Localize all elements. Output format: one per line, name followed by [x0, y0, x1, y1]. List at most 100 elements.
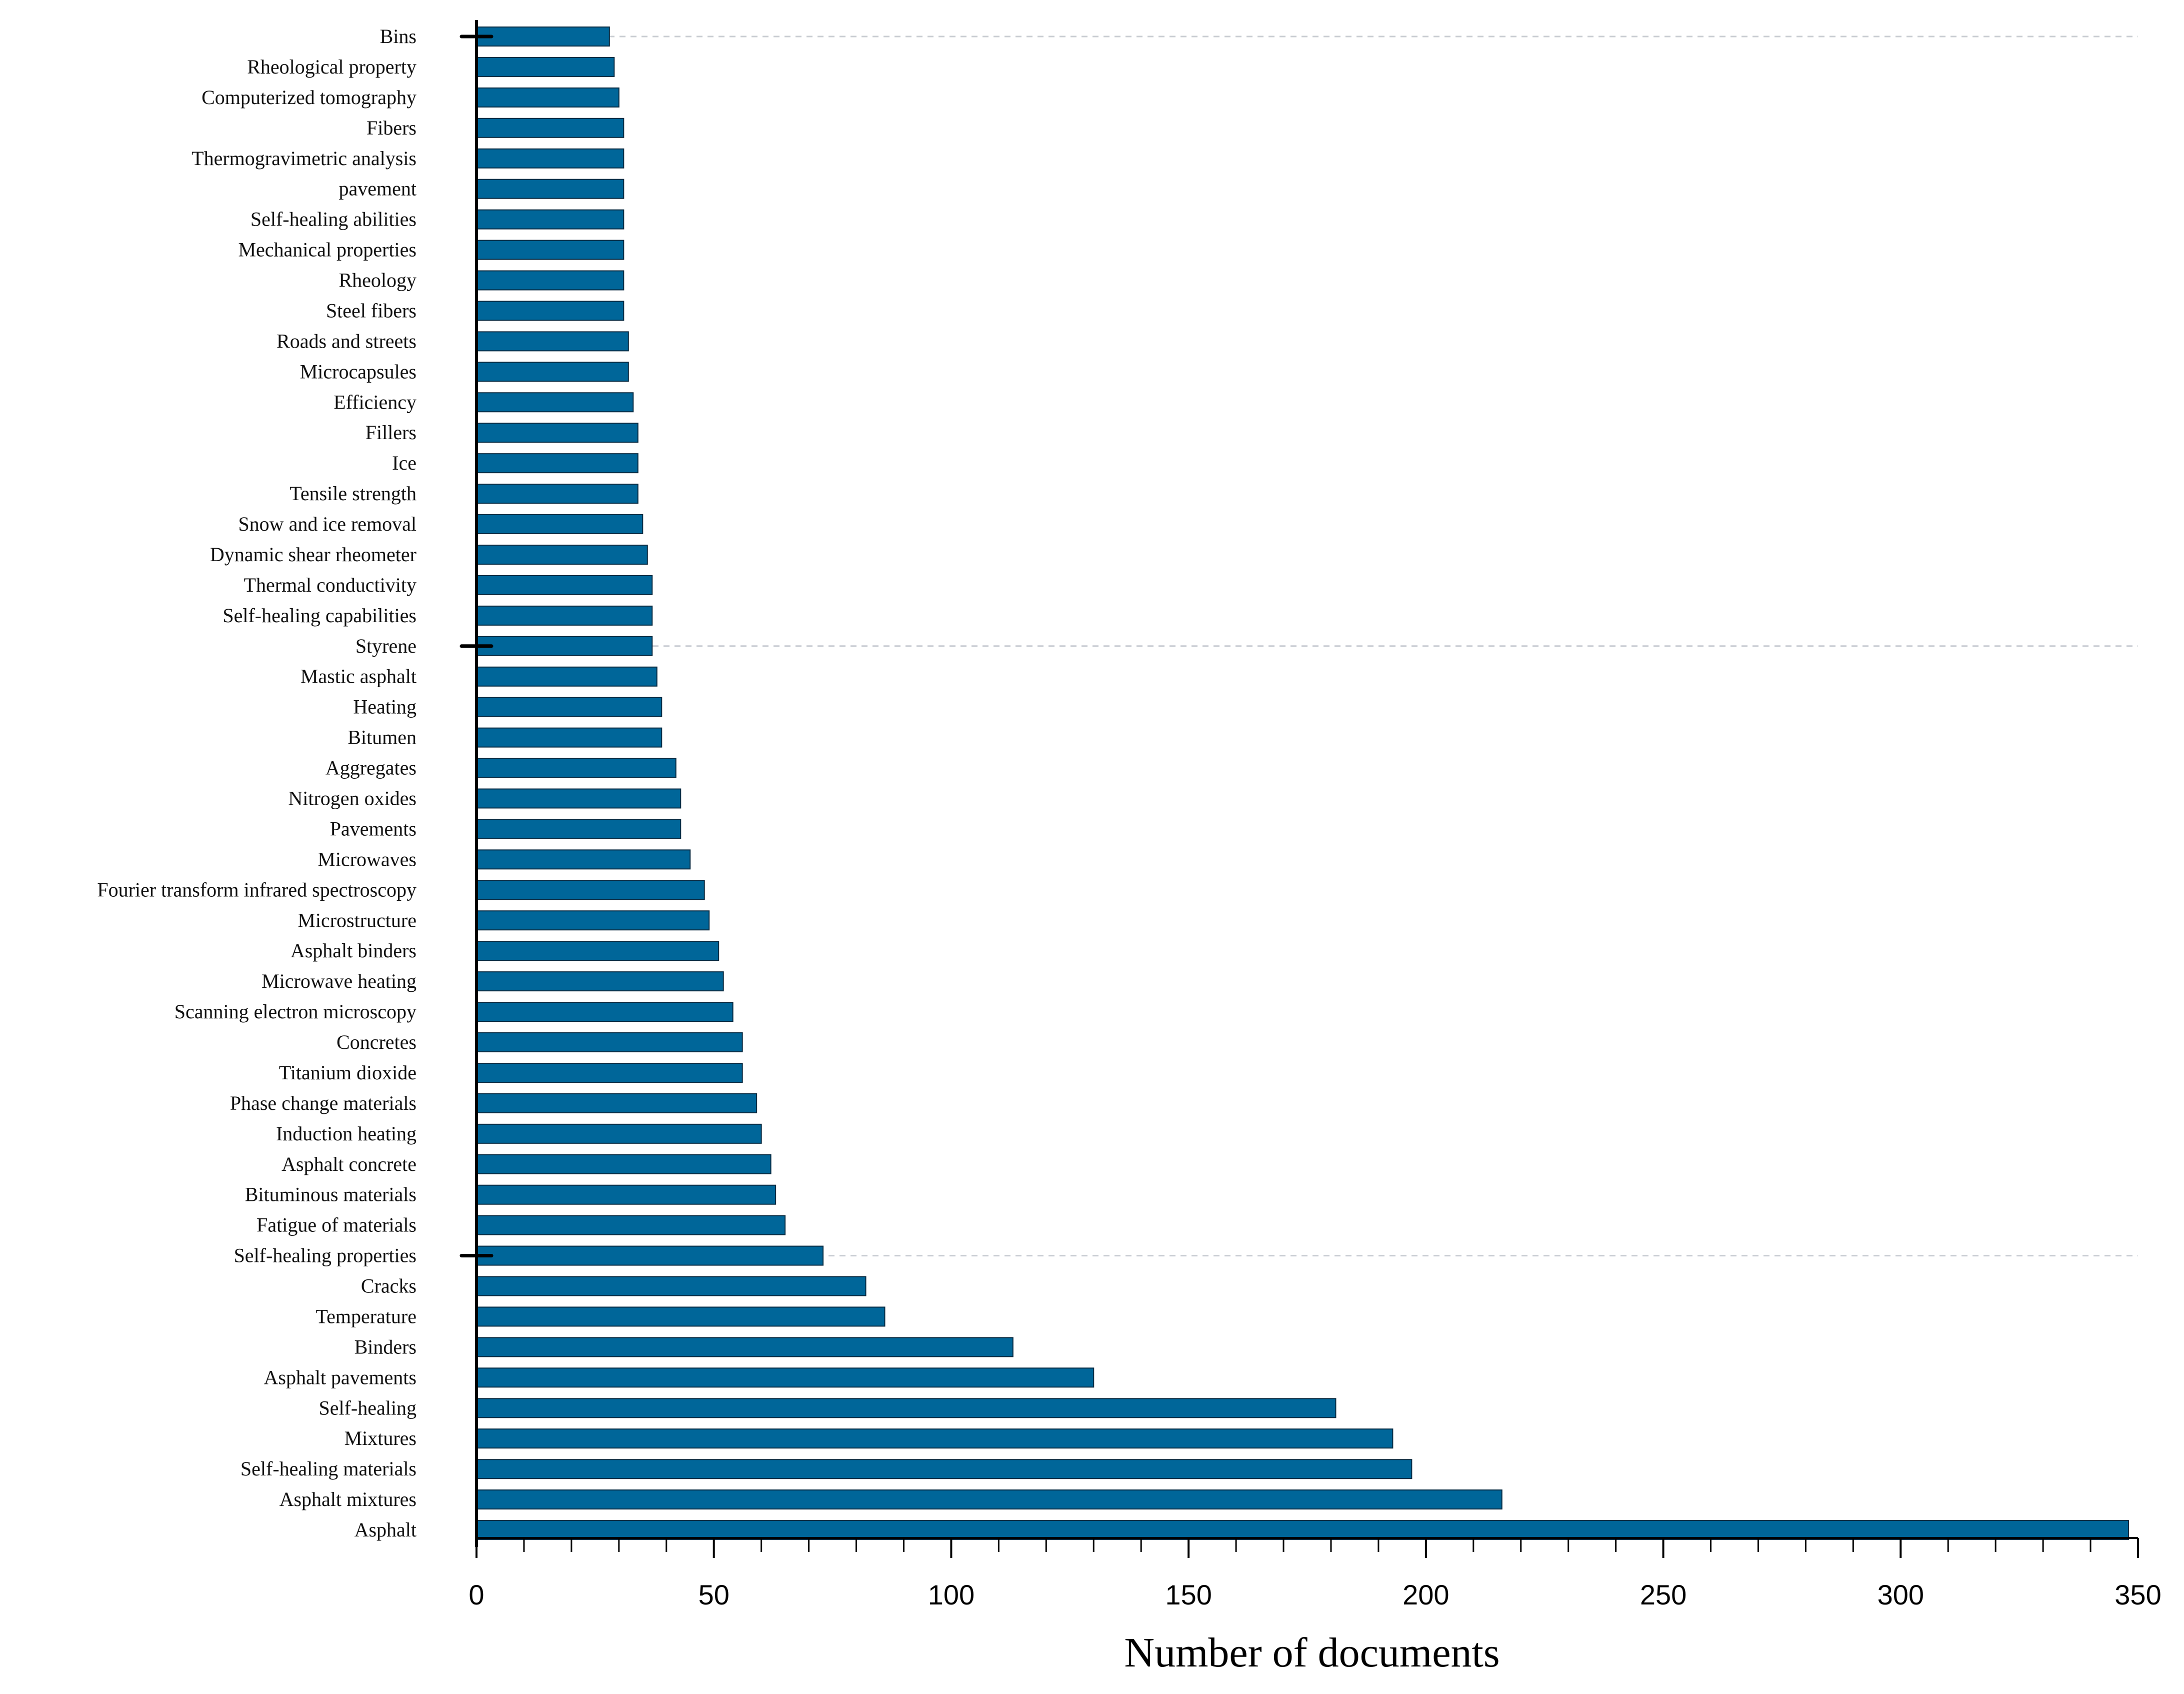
category-label: Self-healing capabilities: [222, 604, 416, 627]
bar: [476, 148, 624, 169]
bar: [476, 453, 638, 474]
category-label: Computerized tomography: [202, 86, 416, 109]
bar: [476, 636, 653, 656]
bar: [476, 1002, 734, 1022]
category-label: Scanning electron microscopy: [174, 1000, 416, 1023]
axes: [460, 20, 2138, 1547]
category-label: Mechanical properties: [238, 239, 416, 261]
category-label: Mastic asphalt: [300, 665, 416, 688]
bar: [476, 910, 710, 931]
bar: [476, 27, 610, 47]
bar: [476, 1306, 886, 1327]
category-label: Self-healing properties: [234, 1244, 416, 1267]
category-label: Nitrogen oxides: [288, 787, 416, 810]
category-label: Fillers: [366, 421, 416, 444]
x-axis-ticks: 0 50 100 150 200 250 300 350: [468, 1538, 2162, 1610]
bar: [476, 118, 624, 138]
bar: [476, 697, 662, 717]
category-label: Microwaves: [318, 848, 416, 870]
tick-label: 0: [468, 1579, 484, 1610]
category-label: Asphalt concrete: [282, 1153, 416, 1175]
category-label: Self-healing abilities: [250, 208, 416, 231]
category-label: Bituminous materials: [245, 1183, 416, 1206]
bar: [476, 270, 624, 291]
bar: [476, 1032, 743, 1053]
category-label: Steel fibers: [326, 299, 416, 322]
category-label: Asphalt mixtures: [280, 1488, 416, 1510]
category-label: Rheology: [338, 269, 416, 292]
category-label: pavement: [339, 178, 417, 200]
tick-label: 150: [1165, 1579, 1212, 1610]
bar: [476, 758, 676, 778]
category-label: Asphalt: [354, 1518, 416, 1541]
bar: [476, 880, 705, 900]
bar: [476, 575, 653, 595]
bar: [476, 1428, 1394, 1449]
category-label: Microwave heating: [262, 970, 416, 992]
bar: [476, 1520, 2130, 1540]
bar: [476, 57, 615, 77]
bar: [476, 849, 691, 870]
bar: [476, 514, 644, 535]
category-label: Self-healing materials: [240, 1457, 416, 1480]
tick-label: 250: [1640, 1579, 1686, 1610]
bar: [476, 544, 648, 565]
bar: [476, 605, 653, 626]
category-label: Snow and ice removal: [238, 513, 416, 535]
category-label: Temperature: [316, 1305, 416, 1327]
bar: [476, 1123, 762, 1144]
bar: [476, 392, 634, 413]
tick-label: 50: [698, 1579, 730, 1610]
tick-label: 200: [1402, 1579, 1449, 1610]
bar: [476, 423, 638, 443]
tick-label: 100: [928, 1579, 974, 1610]
category-label: Heating: [353, 696, 416, 718]
bar: [476, 301, 624, 321]
bar: [476, 941, 720, 961]
category-label: Asphalt pavements: [264, 1366, 417, 1388]
category-label: Pavements: [330, 817, 416, 840]
category-label: Dynamic shear rheometer: [210, 543, 416, 566]
bar: [476, 788, 682, 809]
category-label: Binders: [354, 1335, 416, 1358]
bar: [476, 971, 724, 992]
category-label: Mixtures: [344, 1427, 416, 1449]
category-label: Phase change materials: [230, 1092, 416, 1114]
category-label: Microcapsules: [300, 360, 416, 383]
category-label: Bins: [380, 25, 416, 48]
bar: [476, 240, 624, 260]
category-label: Induction heating: [276, 1122, 416, 1145]
category-label: Fatigue of materials: [256, 1214, 416, 1236]
category-label: Rheological property: [247, 56, 416, 78]
category-label: Ice: [392, 452, 416, 474]
bar: [476, 362, 629, 382]
category-label: Fibers: [366, 117, 416, 139]
category-label: Aggregates: [326, 757, 416, 779]
category-label: Thermal conductivity: [244, 574, 416, 596]
category-label: Microstructure: [298, 909, 416, 931]
tick-label: 300: [1878, 1579, 1924, 1610]
category-label: Concretes: [336, 1031, 416, 1053]
category-label: Self-healing: [319, 1396, 417, 1419]
bar: [476, 1459, 1412, 1479]
category-label: Fourier transform infrared spectroscopy: [97, 878, 416, 901]
category-label: Asphalt binders: [290, 939, 416, 962]
category-label: Bitumen: [348, 726, 416, 749]
bar: [476, 819, 682, 839]
bar: [476, 1245, 824, 1266]
bar: [476, 727, 662, 748]
bar: [476, 209, 624, 230]
category-label: Styrene: [356, 635, 416, 657]
bar: [476, 331, 629, 352]
category-label: Efficiency: [334, 391, 416, 413]
bar: [476, 1276, 866, 1296]
x-axis-title: Number of documents: [1124, 1629, 1500, 1676]
bars: [476, 27, 2130, 1540]
bar: [476, 1398, 1336, 1418]
bar: [476, 87, 620, 108]
bar: [476, 1367, 1094, 1388]
category-label: Roads and streets: [276, 330, 416, 352]
bar: [476, 1337, 1014, 1357]
bar: [476, 179, 624, 199]
category-label: Titanium dioxide: [279, 1061, 416, 1084]
